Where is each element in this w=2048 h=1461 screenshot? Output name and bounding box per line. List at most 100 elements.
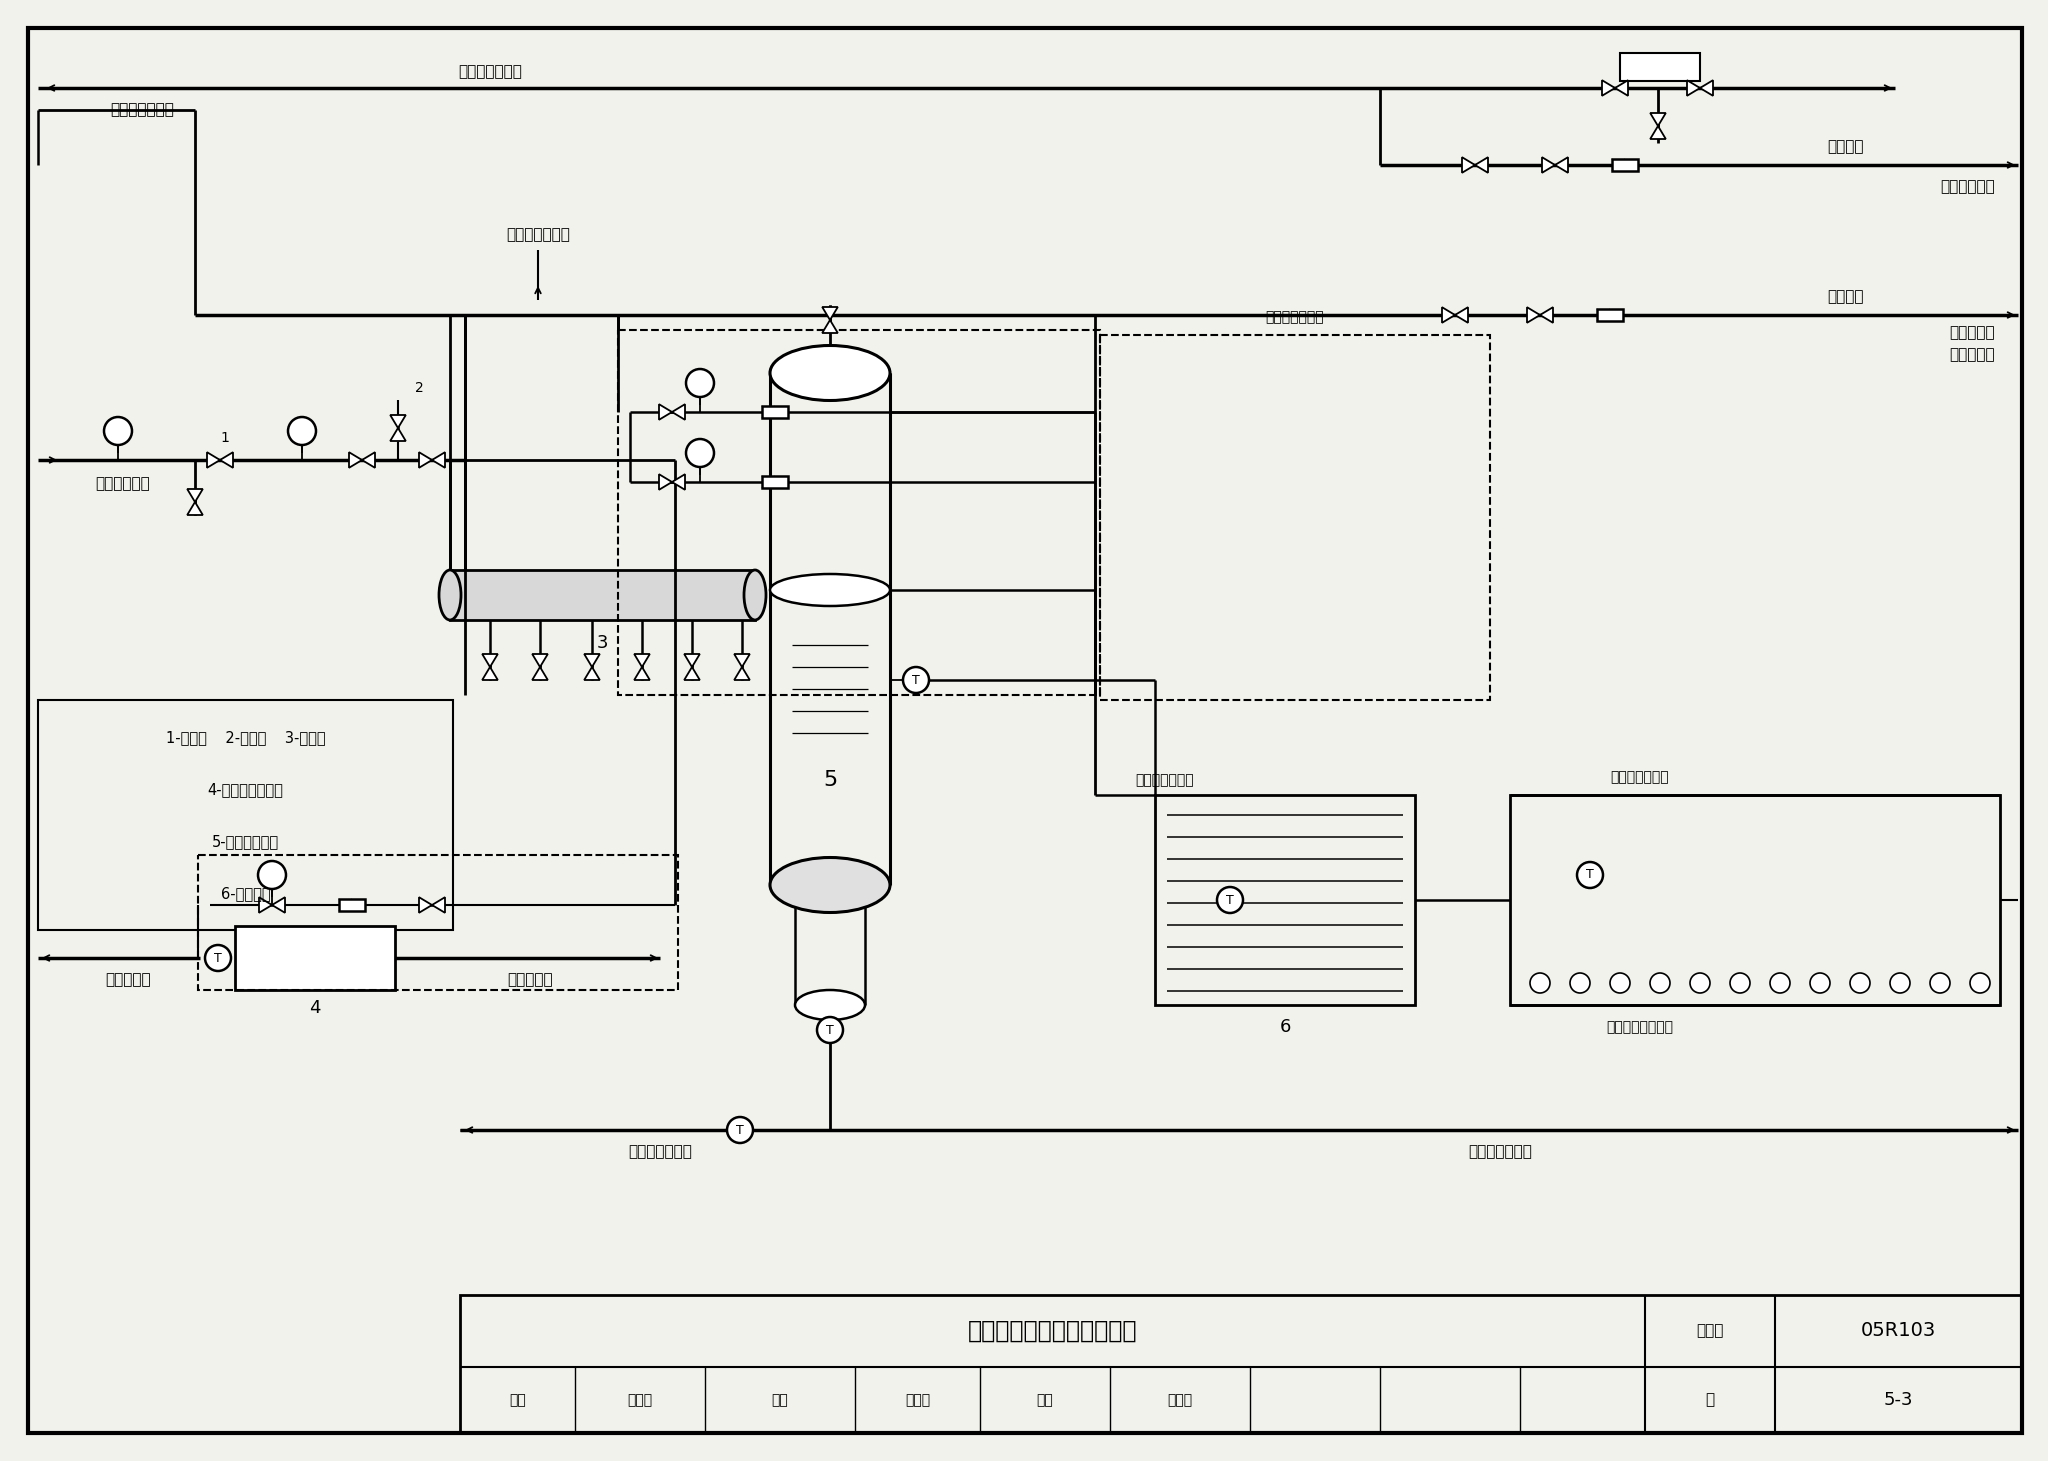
Bar xyxy=(762,476,788,488)
Text: T: T xyxy=(1585,868,1593,881)
Polygon shape xyxy=(391,428,406,441)
Text: 蒸汽供应: 蒸汽供应 xyxy=(1827,289,1864,304)
Text: 1-减压阀    2-安全阀    3-分汽缸: 1-减压阀 2-安全阀 3-分汽缸 xyxy=(166,730,326,745)
Circle shape xyxy=(1849,973,1870,993)
Text: 加热后水的热水: 加热后水的热水 xyxy=(1135,773,1194,787)
Text: 蒸汽直接加热液体: 蒸汽直接加热液体 xyxy=(1606,1020,1673,1034)
Circle shape xyxy=(1810,973,1831,993)
Bar xyxy=(340,899,365,910)
Bar xyxy=(762,406,788,418)
Text: 至厨房设备: 至厨房设备 xyxy=(1950,326,1995,340)
Circle shape xyxy=(104,416,131,446)
Polygon shape xyxy=(821,307,838,320)
Polygon shape xyxy=(481,668,498,679)
Text: 6: 6 xyxy=(1280,1018,1290,1036)
Circle shape xyxy=(817,1017,844,1043)
Text: 加热后水的热水: 加热后水的热水 xyxy=(1266,310,1325,324)
Circle shape xyxy=(1890,973,1911,993)
Text: T: T xyxy=(911,674,920,687)
Text: 加热蓄水的冷水: 加热蓄水的冷水 xyxy=(1610,770,1669,785)
Text: 2: 2 xyxy=(416,381,424,394)
Polygon shape xyxy=(635,668,649,679)
Text: 设计: 设计 xyxy=(1036,1392,1053,1407)
Polygon shape xyxy=(186,503,203,514)
Text: 6-加热水器: 6-加热水器 xyxy=(221,887,270,901)
Polygon shape xyxy=(584,655,600,668)
Circle shape xyxy=(258,861,287,888)
Circle shape xyxy=(1970,973,1991,993)
Text: T: T xyxy=(735,1124,743,1137)
Circle shape xyxy=(1769,973,1790,993)
Circle shape xyxy=(727,1118,754,1143)
Polygon shape xyxy=(1475,158,1489,172)
Polygon shape xyxy=(672,405,684,419)
Text: 冷凝水溢过冷水: 冷凝水溢过冷水 xyxy=(459,64,522,79)
Polygon shape xyxy=(684,655,700,668)
Polygon shape xyxy=(532,655,547,668)
Text: 5-3: 5-3 xyxy=(1884,1391,1913,1408)
Bar xyxy=(236,926,395,991)
Polygon shape xyxy=(432,897,444,913)
Circle shape xyxy=(1651,973,1669,993)
Polygon shape xyxy=(1540,307,1552,323)
Text: 校对: 校对 xyxy=(772,1392,788,1407)
Ellipse shape xyxy=(770,345,891,400)
Circle shape xyxy=(686,370,715,397)
Polygon shape xyxy=(1616,80,1628,96)
Ellipse shape xyxy=(795,991,864,1020)
Bar xyxy=(1155,795,1415,1005)
Polygon shape xyxy=(391,415,406,428)
Circle shape xyxy=(1571,973,1589,993)
Polygon shape xyxy=(362,453,375,468)
Bar xyxy=(1612,159,1638,171)
Polygon shape xyxy=(1528,307,1540,323)
Text: 消毒及蒸煮: 消毒及蒸煮 xyxy=(1950,348,1995,362)
Polygon shape xyxy=(1688,80,1700,96)
Circle shape xyxy=(1217,887,1243,913)
Polygon shape xyxy=(420,897,432,913)
Bar xyxy=(199,855,678,991)
Polygon shape xyxy=(219,453,233,468)
Polygon shape xyxy=(659,405,672,419)
Text: 加热后的水: 加热后的水 xyxy=(104,973,152,988)
Text: 3: 3 xyxy=(596,634,608,652)
Ellipse shape xyxy=(770,574,891,606)
Circle shape xyxy=(1610,973,1630,993)
Text: 加热蓄水的热水: 加热蓄水的热水 xyxy=(1468,1144,1532,1160)
Polygon shape xyxy=(659,475,672,489)
Text: 4-给水混合加热器: 4-给水混合加热器 xyxy=(207,783,283,798)
Bar xyxy=(618,330,1100,695)
Text: 图集号: 图集号 xyxy=(1696,1324,1724,1338)
Ellipse shape xyxy=(770,858,891,913)
Polygon shape xyxy=(821,320,838,333)
Text: 至空调加湿设备: 至空调加湿设备 xyxy=(506,228,569,243)
Text: 加热前的水: 加热前的水 xyxy=(508,973,553,988)
Text: 熊青铭: 熊青铭 xyxy=(627,1392,653,1407)
Circle shape xyxy=(1530,973,1550,993)
Bar xyxy=(39,700,453,931)
Polygon shape xyxy=(584,668,600,679)
Circle shape xyxy=(903,668,930,693)
Polygon shape xyxy=(1462,158,1475,172)
Text: 加热后水的热水: 加热后水的热水 xyxy=(629,1144,692,1160)
Text: T: T xyxy=(825,1024,834,1036)
Polygon shape xyxy=(1454,307,1468,323)
Bar xyxy=(451,570,756,619)
Text: 审核: 审核 xyxy=(510,1392,526,1407)
Polygon shape xyxy=(672,475,684,489)
Text: 蒸汽自热器来: 蒸汽自热器来 xyxy=(94,476,150,491)
Text: 沙玉兰: 沙玉兰 xyxy=(905,1392,930,1407)
Polygon shape xyxy=(733,655,750,668)
Text: 刘继兴: 刘继兴 xyxy=(1167,1392,1192,1407)
Polygon shape xyxy=(1602,80,1616,96)
Circle shape xyxy=(289,416,315,446)
Circle shape xyxy=(686,438,715,468)
Ellipse shape xyxy=(438,570,461,619)
Polygon shape xyxy=(420,453,432,468)
Text: 蒸汽供应: 蒸汽供应 xyxy=(1827,139,1864,155)
Polygon shape xyxy=(733,668,750,679)
Circle shape xyxy=(1690,973,1710,993)
Polygon shape xyxy=(186,489,203,503)
Text: 热源蒸汽直接应用供热系统: 热源蒸汽直接应用供热系统 xyxy=(969,1319,1137,1343)
Text: 页: 页 xyxy=(1706,1392,1714,1407)
